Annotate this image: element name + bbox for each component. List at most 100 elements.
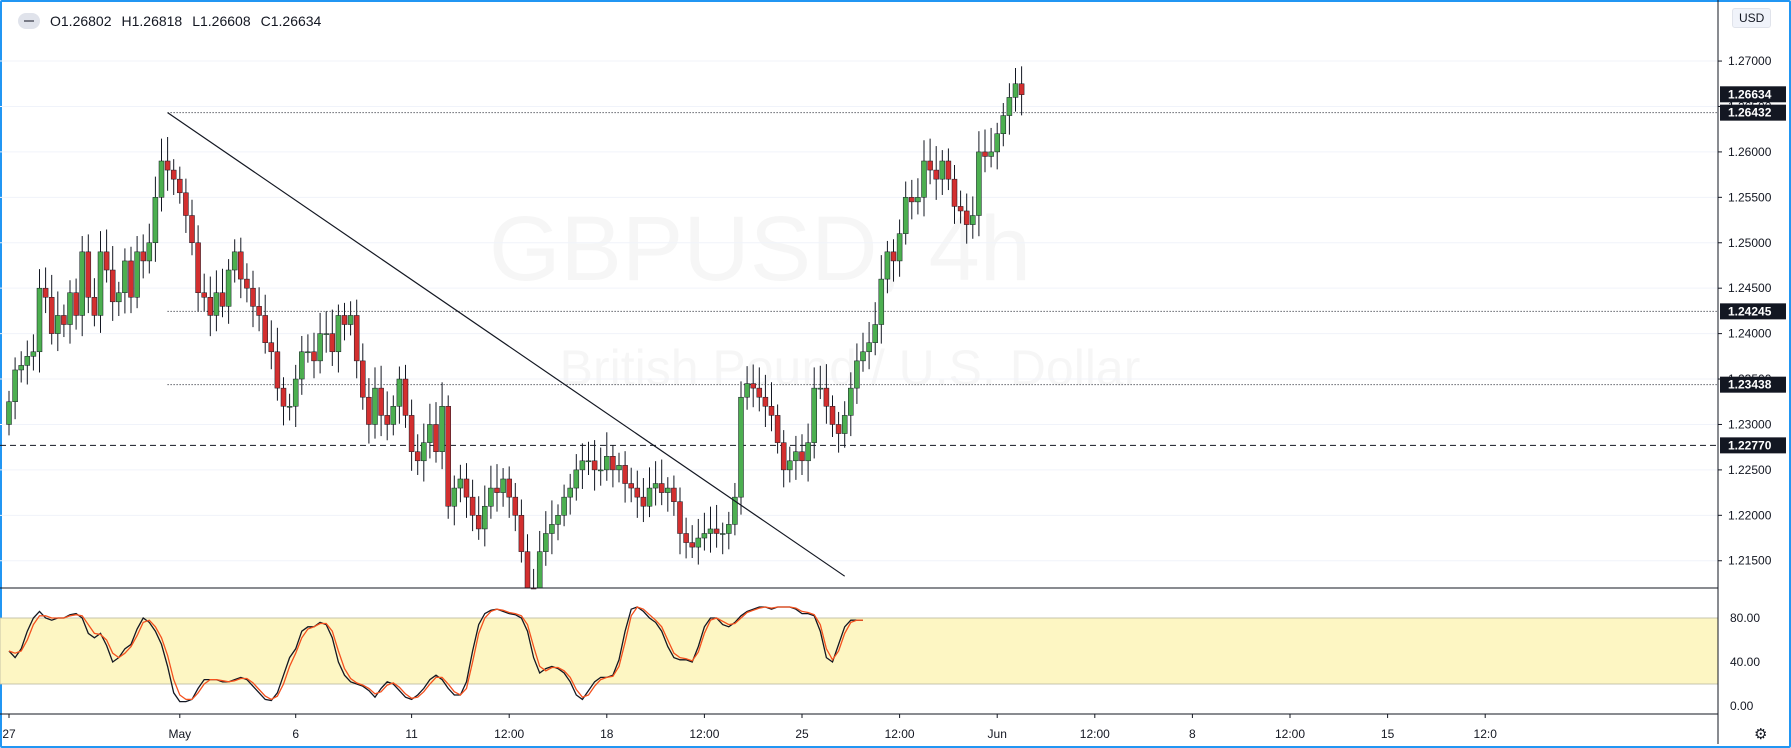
- candle-body: [750, 383, 756, 389]
- candle-body: [1012, 83, 1019, 98]
- candle-body: [591, 460, 598, 471]
- candle-body: [61, 315, 67, 325]
- candle-body: [1006, 97, 1013, 116]
- time-axis[interactable]: 27 May 6 11 12:00 18 12:00 25 12:00 Jun 12:00 8 12:0…: [2, 714, 1497, 741]
- candle-body: [689, 542, 695, 548]
- candle-body: [494, 487, 500, 493]
- candle-body: [152, 197, 159, 244]
- time-tick-label: 12:00: [885, 727, 915, 741]
- candle-body: [695, 537, 702, 548]
- legend-menu-button[interactable]: [18, 13, 40, 29]
- candle-body: [561, 496, 567, 516]
- candle-body: [378, 387, 384, 416]
- price-tick-label: 1.22500: [1728, 463, 1772, 477]
- candle-body: [719, 533, 726, 535]
- candle-body: [793, 451, 799, 462]
- candle-body: [933, 169, 939, 180]
- horizontal-price-lines: [0, 112, 1718, 446]
- candle-body: [811, 387, 817, 443]
- candle-body: [994, 133, 1000, 153]
- candle-body: [597, 469, 604, 472]
- candle-body: [573, 469, 580, 489]
- legend-low: L1.26608: [192, 13, 251, 29]
- price-tick-label: 1.25500: [1728, 190, 1772, 204]
- time-tick-label: Jun: [988, 727, 1007, 741]
- candle-body: [543, 533, 549, 552]
- stochastic-pane[interactable]: [0, 587, 1719, 703]
- candle-body: [896, 233, 903, 262]
- candle-body: [201, 292, 207, 298]
- candle-body: [909, 197, 915, 203]
- candle-body: [787, 460, 793, 471]
- candle-body: [835, 424, 842, 434]
- currency-label[interactable]: USD: [1732, 8, 1772, 28]
- price-label-box: [1720, 303, 1786, 320]
- candle-body: [677, 501, 683, 534]
- candle-body: [42, 287, 49, 298]
- candlestick-series[interactable]: [6, 66, 1025, 590]
- candle-body: [768, 406, 775, 416]
- candle-body: [91, 297, 98, 316]
- candle-body: [872, 324, 878, 343]
- candle-body: [988, 151, 994, 157]
- candle-body: [756, 387, 763, 398]
- candle-body: [189, 215, 195, 244]
- candle-body: [463, 478, 470, 498]
- time-tick-label: 12:0: [1474, 727, 1498, 741]
- candle-body: [884, 251, 891, 280]
- candle-body: [921, 160, 927, 198]
- candle-body: [616, 465, 622, 471]
- candle-body: [1018, 83, 1025, 95]
- candle-body: [640, 496, 647, 507]
- legend-open: O1.26802: [50, 13, 112, 29]
- candle-body: [390, 406, 397, 425]
- candle-body: [103, 251, 110, 271]
- gear-icon[interactable]: ⚙: [1754, 726, 1768, 743]
- candle-body: [707, 528, 714, 534]
- candle-body: [12, 369, 18, 403]
- candle-body: [963, 210, 970, 225]
- candle-body: [665, 487, 671, 493]
- watermark: GBPUSD, 4h British Pound / U.S. Dollar: [489, 198, 1140, 396]
- candle-body: [738, 396, 744, 498]
- candle-body: [311, 351, 317, 362]
- candle-body: [488, 487, 494, 507]
- price-label-box: [1720, 86, 1786, 103]
- candle-body: [280, 387, 287, 407]
- trendline[interactable]: [167, 112, 846, 577]
- candle-body: [701, 533, 708, 539]
- candle-body: [622, 465, 628, 484]
- stoch-band: [0, 617, 1719, 685]
- candle-body: [451, 487, 458, 507]
- candle-body: [500, 478, 506, 493]
- price-tick-label: 1.23000: [1728, 417, 1772, 431]
- candle-body: [231, 251, 238, 271]
- stoch-d-line: [8, 606, 863, 701]
- time-tick-label: May: [168, 727, 191, 741]
- price-tick-label: 1.24000: [1728, 327, 1772, 341]
- candle-body: [506, 478, 512, 498]
- candle-body: [97, 251, 104, 316]
- candle-body: [305, 351, 311, 354]
- axes: [0, 0, 1719, 744]
- candle-body: [951, 178, 958, 207]
- price-axis[interactable]: 1.215001.220001.225001.230001.235001.240…: [1718, 54, 1786, 713]
- ohlc-legend: O1.26802 H1.26818 L1.26608 C1.26634: [18, 11, 321, 31]
- time-tick-label: 11: [405, 727, 418, 741]
- time-tick-label: 18: [600, 727, 614, 741]
- candle-body: [976, 151, 982, 216]
- watermark-description: British Pound / U.S. Dollar: [560, 340, 1141, 396]
- time-tick-label: 27: [2, 727, 16, 741]
- price-label-box: [1720, 437, 1786, 454]
- candle-body: [536, 551, 543, 589]
- candle-body: [36, 287, 43, 353]
- candle-body: [671, 487, 677, 502]
- candle-body: [170, 169, 177, 180]
- candle-body: [366, 396, 372, 425]
- candle-body: [652, 483, 659, 489]
- time-tick-label: 25: [795, 727, 809, 741]
- candle-body: [335, 315, 342, 353]
- candle-body: [726, 524, 732, 534]
- candle-body: [85, 251, 92, 298]
